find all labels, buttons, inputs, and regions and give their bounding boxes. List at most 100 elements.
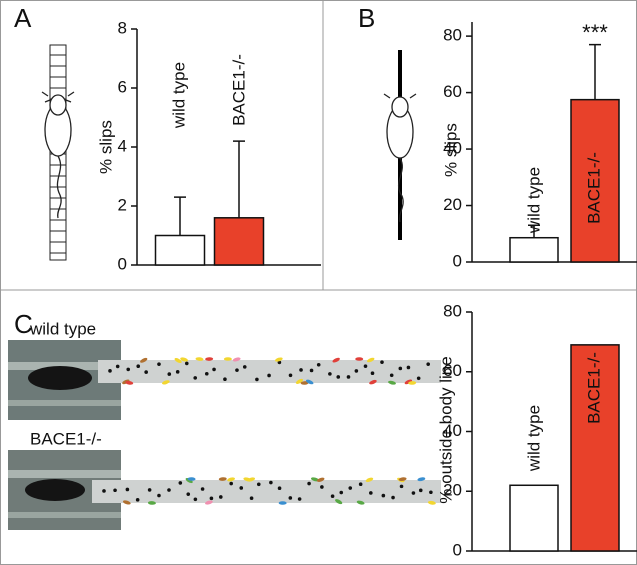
footprint-color [369, 379, 377, 385]
footprint-dot [102, 489, 106, 493]
footprint-dot [339, 490, 344, 495]
footprint-color [205, 500, 213, 505]
footprint-dot [167, 488, 171, 492]
footprint-color [275, 357, 283, 362]
y-tick-label: 2 [118, 195, 127, 214]
footprint-color [356, 500, 365, 505]
y-tick-label: 80 [443, 301, 462, 320]
y-tick-label: 4 [118, 136, 127, 155]
footprint-dot [178, 481, 183, 485]
footprint-dot [136, 364, 141, 369]
footprint-color [300, 381, 309, 385]
error-bar [174, 196, 186, 236]
footprint-dot [193, 376, 198, 380]
footprint-dot [147, 488, 152, 492]
footprint-color [147, 501, 156, 505]
footprint-dot [200, 487, 205, 491]
footprint-color [278, 501, 287, 505]
y-tick-label: 8 [118, 18, 127, 37]
footprint-color [305, 379, 314, 385]
footprint-color [332, 357, 340, 363]
footprint-color [355, 357, 364, 361]
footprint-color [223, 357, 232, 361]
footprint-dot [235, 368, 239, 372]
footprint-dot [212, 367, 216, 372]
y-tick-label: 6 [118, 77, 127, 96]
footprint-dot [167, 372, 172, 376]
footprint-dot [309, 368, 314, 373]
footprint-dot [113, 488, 117, 493]
footprint-dot [381, 493, 386, 498]
footprint-dot [316, 362, 321, 367]
footprint-dot [229, 481, 234, 486]
footprint-dot [239, 486, 244, 490]
footprint-dot [418, 488, 423, 493]
footprint-color [140, 357, 148, 363]
footprint-dot [370, 371, 375, 376]
footprint-color [388, 380, 396, 385]
footprint-dot [125, 487, 130, 492]
y-tick-label: 40 [443, 421, 462, 440]
panel-label: C [14, 309, 33, 339]
category-label: BACE1-/- [584, 352, 603, 424]
footprint-color [295, 378, 304, 384]
footprint-dot [186, 492, 191, 496]
footprint-dot [354, 369, 359, 373]
y-tick-label: 80 [443, 26, 462, 45]
footprint-dot [389, 373, 394, 378]
footprint-dot [277, 486, 282, 491]
footprint-dot [126, 367, 131, 372]
footprint-color [227, 477, 235, 482]
footprint-dot [269, 480, 273, 485]
footprint-dot [426, 362, 430, 366]
footprint-dot [144, 370, 148, 374]
error-bar [528, 224, 540, 238]
bar [570, 98, 620, 263]
footprint-dot [406, 365, 411, 370]
panel-label: B [358, 3, 375, 33]
footprint-dot [307, 481, 311, 486]
bar [509, 236, 559, 263]
footprint-dot [380, 360, 384, 364]
footprint-dot [242, 365, 247, 369]
footprint-color [187, 477, 196, 481]
photo-label: wild type [29, 319, 96, 338]
footprint-color [122, 500, 131, 505]
footprint-dot [288, 496, 293, 500]
footprint-color [218, 477, 227, 481]
y-axis-label: % outside body line [436, 356, 455, 503]
mouse-illustration [41, 91, 75, 219]
footprint-dot [320, 485, 324, 489]
bar [213, 217, 265, 266]
footprint-color [125, 380, 134, 385]
category-label: wild type [169, 62, 188, 129]
y-tick-label: 0 [453, 540, 462, 559]
footprint-dot [363, 364, 368, 368]
footprint-dot [297, 497, 302, 501]
footprint-color [205, 357, 214, 361]
mouse-illustration [383, 93, 417, 223]
footprint-dot [175, 370, 180, 374]
annotation: *** [582, 20, 608, 45]
footprint-dot [115, 364, 120, 369]
category-label: wild type [524, 405, 543, 472]
category-label: BACE1-/- [229, 54, 248, 126]
footprint-dot [204, 371, 209, 376]
footprint-dot [336, 375, 341, 379]
footprint-color [335, 499, 343, 505]
footprint-dot [157, 362, 161, 366]
footprint-strip [98, 360, 441, 383]
footprint-dot [209, 496, 214, 501]
y-axis-label: % slips [441, 123, 460, 177]
footprints [102, 357, 436, 505]
footprint-dot [135, 498, 140, 502]
footprint-color [180, 357, 188, 362]
footprint-color [404, 379, 413, 385]
footprint-dot [328, 372, 332, 376]
footprint-color [161, 380, 170, 385]
footprint-color [427, 500, 436, 505]
footprint-dot [348, 486, 353, 490]
footprint-dot [346, 375, 351, 379]
footprint-color [232, 357, 241, 362]
footprint-dot [411, 491, 416, 495]
